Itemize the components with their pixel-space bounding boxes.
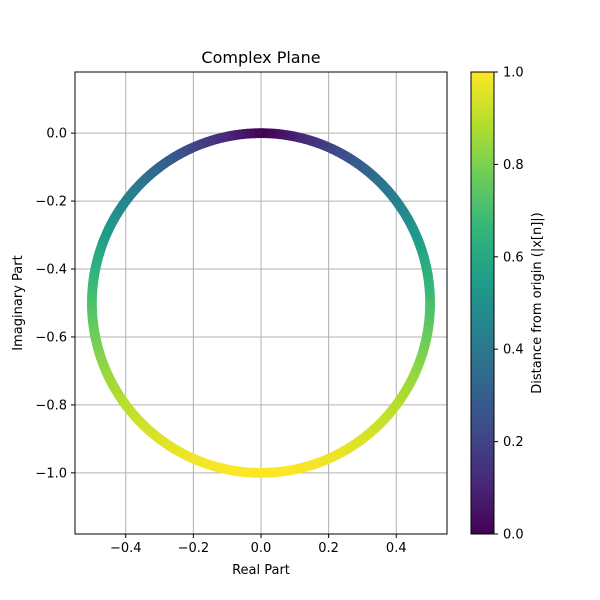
colorbar-tick-label: 0.6 (503, 250, 524, 265)
y-tick-label: −0.2 (35, 195, 67, 210)
y-tick-label: 0.0 (46, 127, 67, 142)
colorbar-tick-label: 0.2 (503, 435, 524, 450)
colorbar-tick-label: 0.8 (503, 158, 524, 173)
x-axis-ticks: −0.4 −0.2 0.0 0.2 0.4 (110, 534, 407, 556)
colorbar-tick-label: 0.0 (503, 528, 524, 543)
y-axis-ticks: 0.0 −0.2 −0.4 −0.6 −0.8 −1.0 (35, 127, 75, 481)
y-tick-label: −0.8 (35, 398, 67, 413)
x-tick-label: −0.2 (178, 541, 210, 556)
y-tick-label: −0.6 (35, 330, 67, 345)
colorbar-ticks: 0.0 0.2 0.4 0.6 0.8 1.0 (494, 66, 524, 543)
x-tick-label: 0.0 (251, 541, 272, 556)
y-axis-label: Imaginary Part (11, 255, 26, 350)
x-tick-label: −0.4 (110, 541, 142, 556)
y-tick-label: −0.4 (35, 263, 67, 278)
data-points (86, 128, 436, 478)
x-axis-label: Real Part (232, 563, 290, 578)
chart-title: Complex Plane (201, 48, 320, 67)
colorbar-label: Distance from origin (|x[n]|) (530, 212, 545, 394)
colorbar (470, 71, 495, 535)
grid-lines (75, 72, 447, 534)
x-tick-label: 0.4 (386, 541, 407, 556)
x-tick-label: 0.2 (318, 541, 339, 556)
data-point (425, 300, 436, 311)
y-tick-label: −1.0 (35, 466, 67, 481)
colorbar-tick-label: 1.0 (503, 66, 524, 81)
colorbar-tick-label: 0.4 (503, 343, 524, 358)
